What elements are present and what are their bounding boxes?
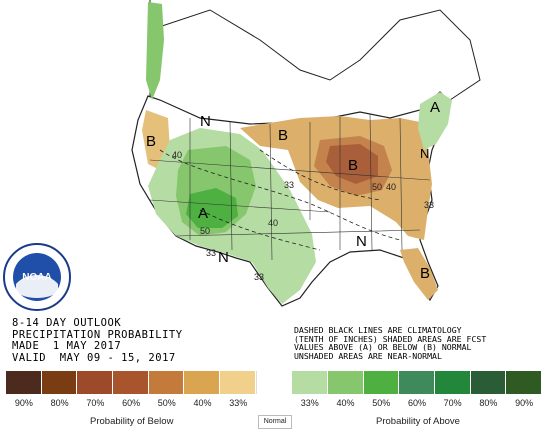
legend-percent-label: 80% [50, 398, 69, 408]
climatology-contours [159, 149, 401, 251]
legend-below-caption: Probability of Below [90, 416, 174, 427]
legend-percent-label: 80% [479, 398, 498, 408]
legend-swatch [148, 371, 185, 394]
legend-percent-label: 90% [14, 398, 33, 408]
contour-label-33-southwest: 33 [206, 248, 216, 258]
legend-normal-caption: Normal [258, 415, 292, 429]
label-above-west: A [198, 205, 208, 222]
label-below-midwest-north: B [278, 127, 288, 144]
legend-percent-label: 40% [193, 398, 212, 408]
contour-label-50-west: 50 [200, 226, 210, 236]
note-line-2: (TENTH OF INCHES) SHADED AREAS ARE FCST [294, 333, 487, 344]
note-line-4: UNSHADED AREAS ARE NEAR-NORMAL [294, 350, 442, 361]
noaa-logo-text: NOAA [22, 272, 51, 283]
legend-swatch [328, 371, 364, 394]
legend-swatch [255, 371, 293, 394]
above-region-west-center [186, 188, 238, 228]
above-region-pacnw-coast [146, 2, 164, 100]
legend-swatch [184, 371, 221, 394]
outlook-title-block: 8-14 DAY OUTLOOK PRECIPITATION PROBABILI… [12, 317, 183, 364]
label-below-pacnw: B [146, 133, 156, 150]
legend-percent-label: 50% [157, 398, 176, 408]
label-below-florida: B [420, 265, 430, 282]
label-below-midwest: B [348, 157, 358, 174]
legend-swatch [506, 371, 543, 394]
title-line-4: VALID MAY 09 - 15, 2017 [12, 351, 176, 364]
legend-percent-label: 33% [229, 398, 248, 408]
legend-swatch [399, 371, 436, 394]
legend-swatch [220, 371, 256, 394]
legend-percent-label: 70% [86, 398, 105, 408]
legend-percent-label: 50% [372, 398, 391, 408]
note-line-1: DASHED BLACK LINES ARE CLIMATOLOGY [294, 325, 462, 335]
title-line-2: PRECIPITATION PROBABILITY [12, 328, 183, 341]
below-region-florida [400, 248, 438, 300]
legend-percent-labels: 90% 80% 70% 60% 50% 40% 33% 33% 40% 50% 60% 70% 80% 9… [6, 398, 542, 408]
note-line-3: VALUES ABOVE (A) OR BELOW (B) NORMAL [294, 342, 472, 353]
legend-notes: DASHED BLACK LINES ARE CLIMATOLOGY (TENT… [294, 326, 486, 360]
legend-swatch [435, 371, 471, 394]
label-normal-southwest: N [218, 249, 229, 266]
legend-percent-label: 60% [407, 398, 426, 408]
label-above-northeast: A [430, 99, 440, 116]
legend-swatch [41, 371, 78, 394]
contour-label-40-west: 40 [172, 150, 182, 160]
noaa-logo-icon: NOAA [3, 243, 71, 311]
contour-label-33-plains: 33 [284, 180, 294, 190]
legend-percent-label: 90% [515, 398, 534, 408]
canada-border [149, 0, 481, 101]
label-normal-southeast: N [356, 233, 367, 250]
legend-swatch [292, 371, 329, 394]
legend-swatch [77, 371, 114, 394]
title-line-1: 8-14 DAY OUTLOOK [12, 317, 122, 329]
contour-label-40-midwest: 40 [386, 182, 396, 192]
title-line-3: MADE 1 MAY 2017 [12, 340, 122, 352]
label-normal-canada: N [200, 113, 211, 130]
state-borders [149, 113, 431, 261]
contour-label-33-texas: 33 [254, 272, 264, 282]
legend-percent-label: 33% [300, 398, 319, 408]
contour-label-33-east: 33 [424, 200, 434, 210]
legend-swatch [470, 371, 507, 394]
label-normal-east: N [420, 146, 429, 161]
legend-swatch [6, 371, 42, 394]
legend-percent-label [256, 398, 292, 408]
below-region-midwest-center [326, 144, 378, 184]
legend-above-caption: Probability of Above [376, 416, 460, 427]
legend-swatch [113, 371, 149, 394]
precipitation-outlook-map: B B B B A A N N N N 40 33 40 50 33 33 50… [131, 0, 481, 307]
contour-label-50-midwest: 50 [372, 182, 382, 192]
contour-label-40-plains: 40 [268, 218, 278, 228]
legend-swatch [363, 371, 400, 394]
legend-percent-label: 40% [336, 398, 355, 408]
legend-percent-label: 60% [122, 398, 141, 408]
legend-color-bar [6, 371, 543, 394]
above-region-northeast [418, 92, 452, 150]
legend-percent-label: 70% [443, 398, 462, 408]
